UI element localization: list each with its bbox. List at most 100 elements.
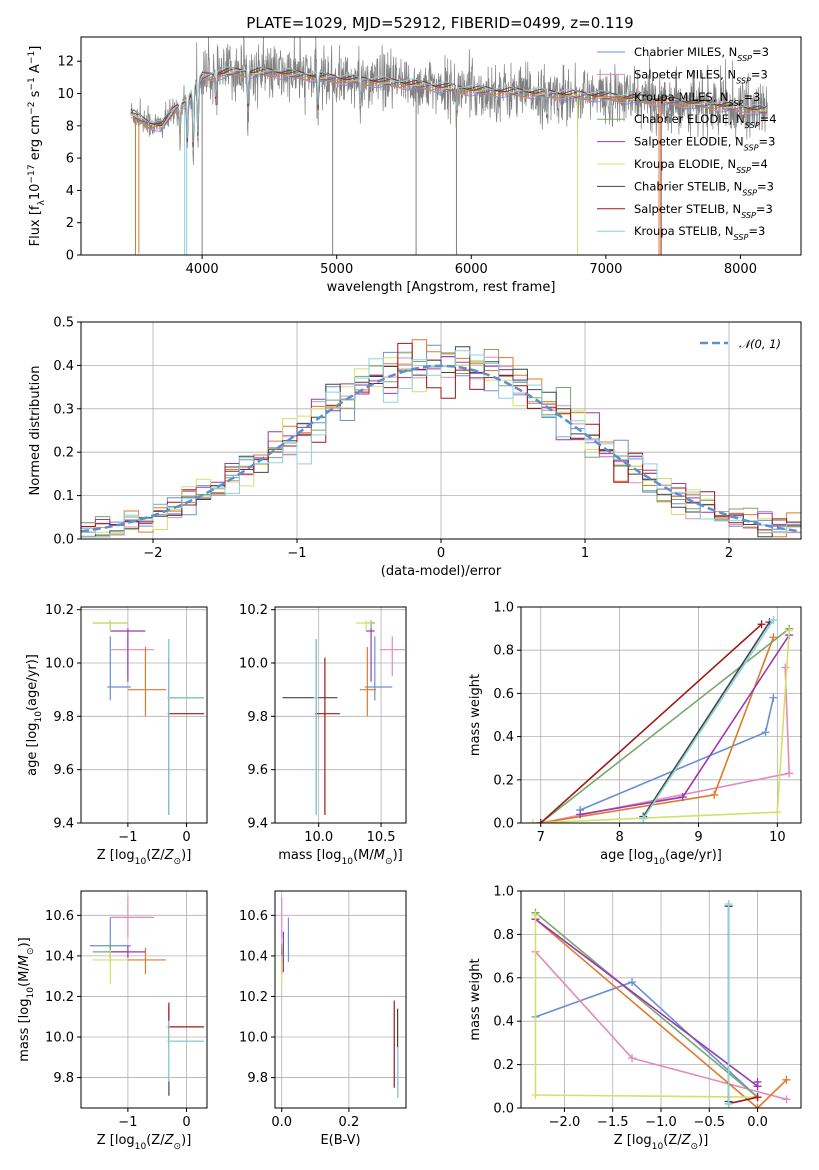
x-axis-label: Z [log10(Z/Z⊙)]	[97, 848, 192, 867]
y-tick-label: 9.4	[247, 817, 268, 832]
weight-point	[528, 819, 537, 823]
x-tick-label: 4000	[186, 262, 219, 277]
axes-mass-vs-EBV: 0.0 0.2 9.8 10.0 10.2 10.4 10.6 E(B-V)	[239, 890, 407, 1148]
weight-point	[576, 810, 585, 819]
weight-point	[724, 1099, 733, 1108]
plot-area-mass-vs-EBV	[281, 897, 399, 1098]
legend-entry: 𝒩(0, 1)	[739, 337, 781, 351]
y-tick-label: 0.0	[493, 817, 514, 832]
legend-entry: Salpeter MILES, NSSP=3	[634, 67, 768, 85]
plot-area-age-vs-mass	[282, 620, 405, 815]
axes-frame	[80, 890, 208, 1109]
y-tick-label: 9.8	[247, 710, 268, 725]
histogram-series	[81, 350, 801, 538]
y-axis-label: mass [log10(M/M⊙)]	[17, 937, 36, 1061]
x-tick-label: 0.0	[747, 1115, 768, 1130]
legend-entry: Salpeter ELODIE, NSSP=3	[634, 135, 775, 153]
y-tick-label: 9.4	[53, 817, 74, 832]
y-tick-label: 12	[57, 55, 74, 70]
weight-point	[753, 1077, 762, 1086]
axes-frame	[520, 890, 802, 1109]
x-axis-label: age [log10(age/yr)]	[600, 848, 722, 867]
x-tick-label: 8000	[724, 262, 757, 277]
axes-weight-vs-Z: −2.0 −1.5 −1.0 −0.5 0.0 0.0 0.2 0.4 0.6 0.8 1.0 Z […	[468, 885, 802, 1152]
weight-point	[769, 633, 778, 642]
y-tick-label: 10.6	[45, 909, 74, 924]
y-tick-label: 1.0	[493, 885, 514, 900]
weight-series-line	[580, 634, 790, 816]
axes-age-vs-mass: 10.0 10.5 9.4 9.6 9.8 10.0 10.2 mass [log10(M/M…	[239, 603, 407, 867]
x-tick-label: 10.0	[304, 830, 333, 845]
weight-point	[782, 1095, 791, 1104]
weight-series-line	[728, 1096, 758, 1105]
y-tick-label: 10.4	[239, 949, 268, 964]
weight-point	[724, 900, 733, 909]
axes-frame	[80, 606, 208, 824]
x-tick-label: 0	[437, 546, 445, 561]
spectrum-model-line	[130, 66, 768, 143]
weight-series-line	[642, 619, 775, 820]
y-axis-label: mass weight	[468, 674, 483, 756]
y-tick-label: 0.1	[53, 489, 74, 504]
x-tick-label: 0	[182, 830, 190, 845]
y-tick-label: 0.2	[53, 446, 74, 461]
weight-point	[782, 1075, 791, 1084]
y-tick-label: 1.0	[493, 601, 514, 616]
y-tick-label: 9.6	[53, 763, 74, 778]
y-tick-label: 10.0	[239, 1031, 268, 1046]
weight-point	[639, 814, 648, 823]
x-tick-label: 0.0	[271, 1115, 292, 1130]
normal-curve	[81, 364, 799, 533]
y-tick-label: 0.0	[53, 533, 74, 548]
plot-area-age-vs-Z	[92, 620, 205, 815]
x-axis-label: mass [log10(M/M⊙)]	[278, 848, 402, 867]
weight-point	[785, 626, 794, 635]
y-tick-label: 9.8	[53, 1071, 74, 1086]
legend-entry: Kroupa ELODIE, NSSP=4	[634, 157, 768, 175]
plot-area-mass-vs-Z	[89, 897, 205, 1096]
y-axis-label: mass weight	[468, 958, 483, 1040]
weight-series-line	[540, 623, 763, 823]
axes-frame	[520, 606, 802, 824]
x-tick-label: −2.0	[549, 1115, 581, 1130]
y-tick-label: 0.4	[493, 1015, 514, 1030]
legend-entry: Kroupa STELIB, NSSP=3	[634, 224, 765, 242]
plot-area-weight-vs-age	[528, 615, 794, 823]
x-tick-label: 10	[769, 830, 786, 845]
y-tick-label: 10.2	[45, 990, 74, 1005]
legend-entry: Chabrier STELIB, NSSP=3	[634, 179, 774, 197]
spectrum-legend: Chabrier MILES, NSSP=3 Salpeter MILES, NS…	[597, 45, 777, 242]
legend-entry: Salpeter STELIB, NSSP=3	[634, 202, 773, 220]
weight-series-line	[540, 627, 790, 823]
x-tick-label: −1.5	[597, 1115, 629, 1130]
y-tick-label: 0.0	[493, 1102, 514, 1117]
weight-point	[761, 728, 770, 737]
axes-frame	[274, 890, 407, 1109]
axes-residuals: −2 −1 0 1 2 0.0 0.1 0.2 0.3 0.4 0.5 (data-model)/er…	[28, 316, 802, 579]
y-tick-label: 0	[66, 249, 74, 264]
weight-point	[678, 793, 687, 802]
x-tick-label: 2	[725, 546, 733, 561]
x-tick-label: 7000	[589, 262, 622, 277]
figure-title: PLATE=1029, MJD=52912, FIBERID=0499, z=0…	[246, 14, 633, 32]
spectrum-model-line	[130, 67, 768, 145]
y-axis-label: age [log10(age/yr)]	[25, 654, 44, 776]
y-tick-label: 0.2	[493, 1058, 514, 1073]
weight-point	[773, 808, 782, 817]
y-axis-label: Normed distribution	[28, 366, 43, 496]
x-tick-label: 9	[694, 830, 702, 845]
y-tick-label: 0.3	[53, 402, 74, 417]
y-tick-label: 0.2	[493, 773, 514, 788]
plot-area-residuals	[81, 339, 801, 538]
axes-frame	[80, 36, 802, 256]
weight-series-line	[642, 621, 771, 817]
y-tick-label: 9.8	[247, 1071, 268, 1086]
axes-frame	[274, 606, 407, 824]
x-tick-label: 6000	[455, 262, 488, 277]
y-tick-label: 8	[66, 119, 74, 134]
y-tick-label: 2	[66, 216, 74, 231]
y-tick-label: 0.8	[493, 928, 514, 943]
y-tick-label: 10.0	[45, 1031, 74, 1046]
x-tick-label: 0.2	[339, 1115, 360, 1130]
weight-point	[753, 1093, 762, 1102]
